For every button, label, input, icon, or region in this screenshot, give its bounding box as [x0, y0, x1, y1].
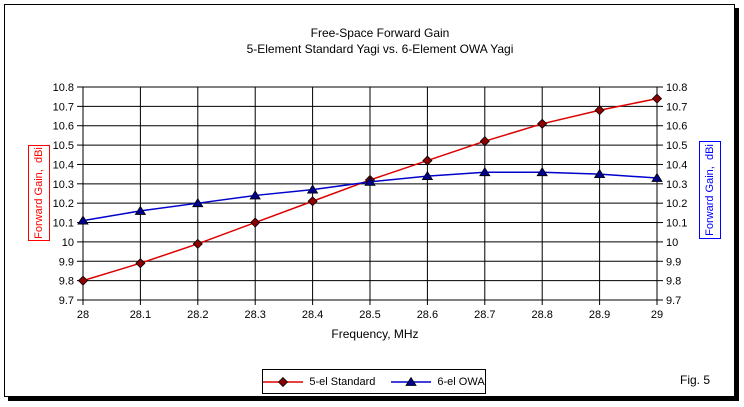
triangle-marker — [593, 168, 606, 179]
diamond-marker — [307, 196, 318, 207]
diamond-marker — [594, 105, 605, 116]
x-tick-label: 28.4 — [302, 309, 323, 321]
triangle-marker — [249, 190, 261, 200]
left-y-tick-label: 10.5 — [53, 140, 74, 152]
right-y-axis-label-box: Forward Gain, dBi — [699, 141, 721, 239]
right-y-tick-label: 10.6 — [666, 121, 687, 133]
diamond-marker — [135, 258, 146, 269]
left-y-tick-label: 10.7 — [53, 101, 74, 113]
right-y-tick-label: 10.7 — [666, 101, 687, 113]
right-y-tick-label: 10.5 — [666, 140, 687, 152]
legend-line-diamond-icon — [263, 376, 304, 387]
legend-item-6-el-owa: 6-el OWA — [391, 375, 485, 388]
triangle-marker — [306, 184, 319, 194]
legend-label: 5-el Standard — [309, 375, 376, 388]
right-y-tick-label: 9.7 — [666, 295, 681, 307]
left-y-tick-label: 9.7 — [59, 295, 74, 307]
diamond-marker — [77, 275, 89, 286]
x-tick-label: 28 — [77, 309, 89, 321]
left-y-tick-label: 10 — [62, 237, 74, 249]
right-y-tick-label: 10.2 — [666, 198, 687, 210]
triangle-marker — [421, 170, 434, 180]
right-y-tick-label: 10.4 — [666, 159, 687, 171]
diamond-marker — [537, 118, 548, 129]
y-gridlines-and-ticks: 10.8 10.8 10.7 10.7 10.6 10.6 10.5 10.5 10.4 10.4… — [53, 82, 688, 307]
figure-number: Fig. 5 — [680, 373, 711, 387]
right-y-tick-label: 10.8 — [666, 82, 687, 94]
x-tick-label: 28.6 — [417, 309, 438, 321]
diamond-marker — [192, 238, 203, 249]
x-tick-label: 29 — [651, 309, 663, 321]
legend-swatch-svg — [391, 376, 432, 386]
right-y-axis-label: Forward Gain, dBi — [704, 144, 716, 236]
chart-title-line2: 5-Element Standard Yagi vs. 6-Element OW… — [246, 42, 514, 56]
x-gridlines-and-ticks: 28 28.1 28.2 28.3 28.4 28.5 28.6 28.7 28.8 28.9 29 — [77, 87, 663, 321]
series-6-el-owa — [77, 166, 663, 225]
chart-title-line1: Free-Space Forward Gain — [310, 26, 450, 40]
triangle-marker — [77, 215, 89, 225]
diamond-marker — [422, 155, 433, 166]
left-y-axis-label: Forward Gain, dBi — [33, 147, 45, 239]
right-y-tick-label: 10.3 — [666, 179, 687, 191]
right-y-tick-label: 10.1 — [666, 218, 687, 230]
triangle-marker — [364, 176, 376, 186]
x-tick-label: 28.8 — [531, 309, 552, 321]
triangle-marker — [134, 205, 147, 215]
x-tick-label: 28.1 — [130, 309, 151, 321]
x-tick-label: 28.2 — [187, 309, 208, 321]
legend-label: 6-el OWA — [437, 375, 485, 388]
left-y-axis-label-box: Forward Gain, dBi — [28, 145, 50, 241]
triangle-marker — [536, 166, 548, 177]
left-y-tick-label: 10.2 — [53, 198, 74, 210]
legend: 5-el Standard 6-el OWA — [262, 369, 486, 394]
left-y-tick-label: 10.3 — [53, 179, 74, 191]
diamond-marker — [250, 217, 261, 228]
right-y-tick-label: 10 — [666, 237, 678, 249]
x-tick-label: 28.3 — [244, 309, 265, 321]
diamond-marker — [479, 136, 490, 147]
x-axis-title: Frequency, MHz — [331, 327, 419, 341]
right-y-tick-label: 9.9 — [666, 256, 681, 268]
triangle-marker — [479, 166, 491, 177]
legend-swatch-svg — [263, 376, 304, 387]
triangle-icon — [405, 376, 418, 386]
triangle-marker — [651, 172, 663, 182]
left-y-tick-label: 10.4 — [53, 159, 74, 171]
triangle-marker — [192, 197, 204, 208]
left-y-tick-label: 9.8 — [59, 276, 74, 288]
plot-border — [82, 86, 658, 301]
x-tick-label: 28.7 — [474, 309, 495, 321]
left-y-tick-label: 10.1 — [53, 218, 74, 230]
x-tick-label: 28.9 — [589, 309, 610, 321]
x-tick-label: 28.5 — [359, 309, 380, 321]
legend-line-triangle-icon — [391, 376, 432, 387]
left-y-tick-label: 10.6 — [53, 121, 74, 133]
diamond-icon — [278, 376, 289, 387]
diamond-marker — [651, 93, 663, 104]
left-y-tick-label: 10.8 — [53, 82, 74, 94]
chart-title: Free-Space Forward Gain 5-Element Standa… — [8, 25, 744, 57]
left-y-tick-label: 9.9 — [59, 256, 74, 268]
legend-item-5-el-standard: 5-el Standard — [263, 376, 375, 388]
right-y-tick-label: 9.8 — [666, 276, 681, 288]
